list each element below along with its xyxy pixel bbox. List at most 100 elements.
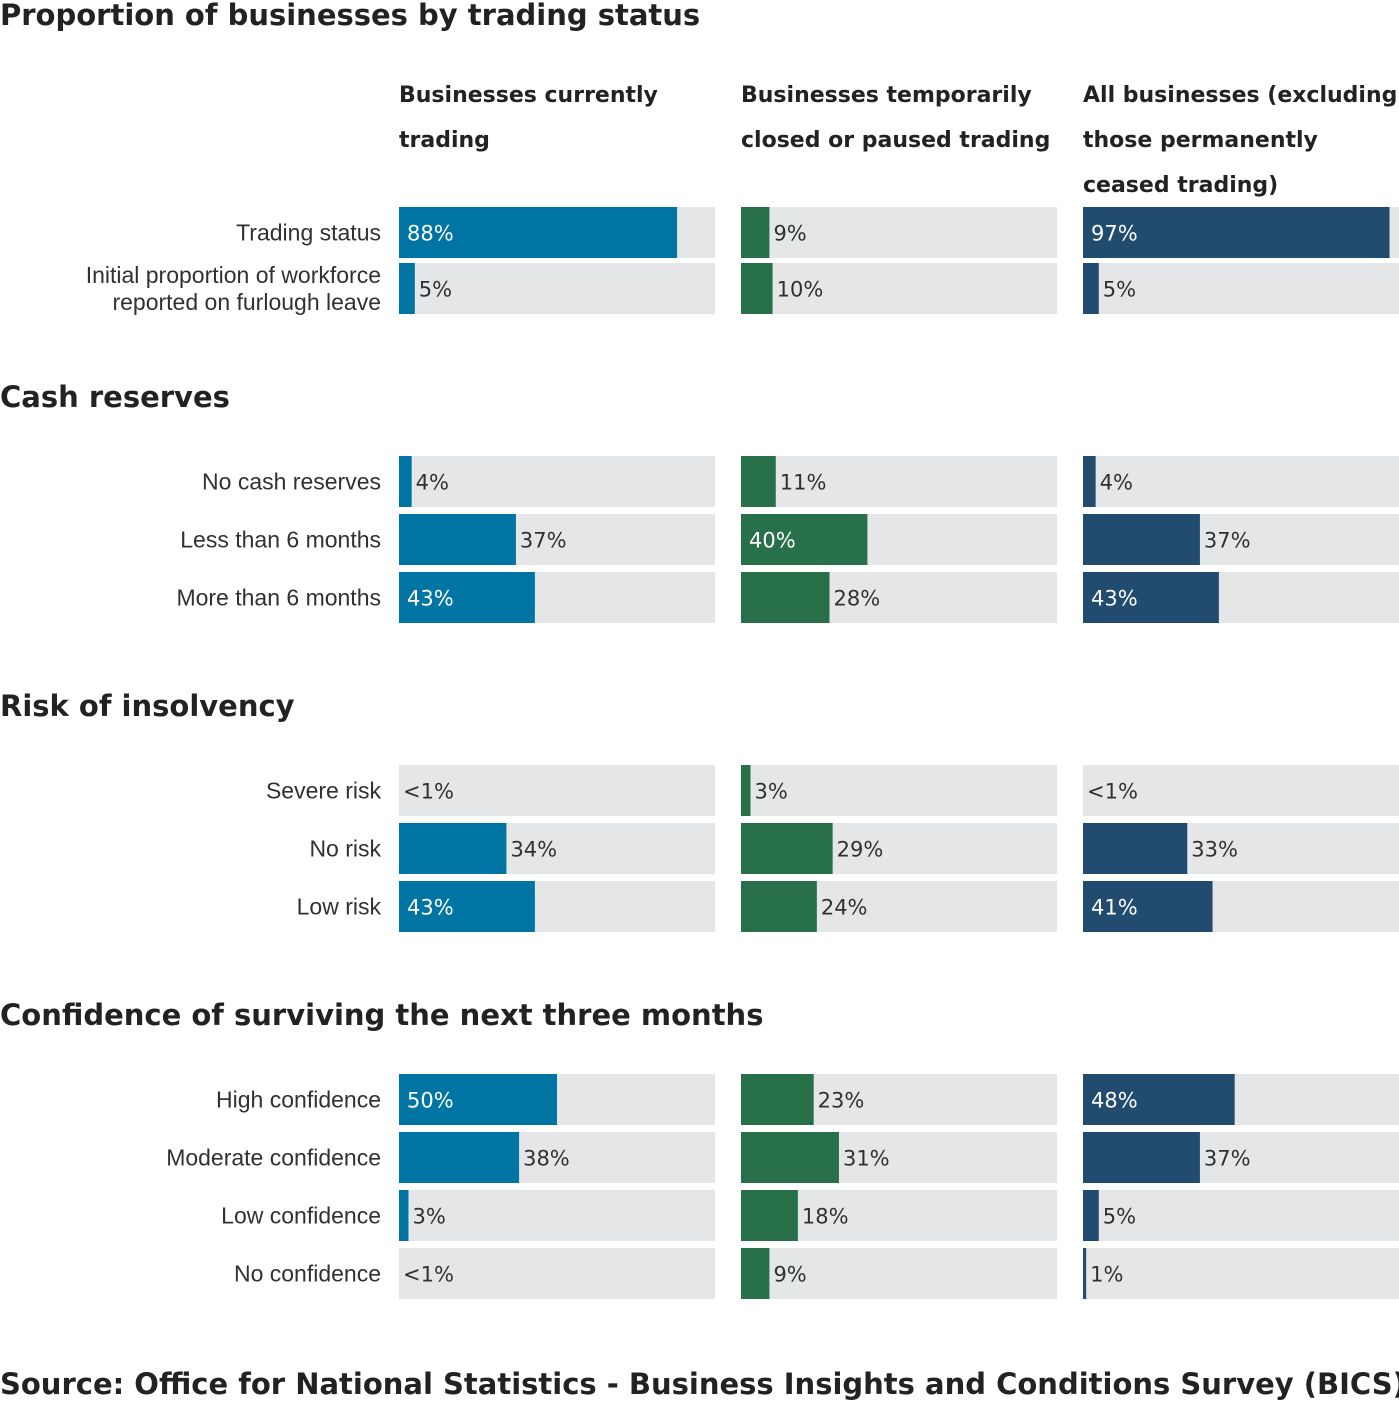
- bar: [1083, 823, 1188, 874]
- data-label: 5%: [1103, 1205, 1136, 1229]
- bar-track: [741, 456, 1057, 507]
- data-label: 37%: [1204, 1147, 1251, 1171]
- bar: [399, 514, 516, 565]
- row-label: No cash reserves: [202, 469, 381, 495]
- data-label: 50%: [407, 1089, 454, 1113]
- row-label: No risk: [309, 836, 381, 862]
- section-title: Risk of insolvency: [0, 689, 295, 723]
- data-label: 40%: [749, 529, 796, 553]
- bar: [1083, 572, 1219, 623]
- bar: [399, 263, 415, 314]
- bar: [741, 514, 868, 565]
- data-label: 37%: [520, 529, 567, 553]
- data-label: <1%: [1087, 780, 1138, 804]
- bar: [399, 572, 535, 623]
- data-label: 4%: [416, 471, 449, 495]
- row-label: Low risk: [297, 894, 382, 920]
- bar-track: [741, 263, 1057, 314]
- data-label: 29%: [837, 838, 884, 862]
- bar: [399, 823, 507, 874]
- bar: [399, 881, 535, 932]
- bar-track: [1083, 1248, 1399, 1299]
- data-label: 5%: [1103, 278, 1136, 302]
- bar: [741, 1074, 814, 1125]
- column-header-1: Businesses currently trading: [399, 83, 658, 153]
- bar: [741, 881, 817, 932]
- bar: [741, 1132, 839, 1183]
- bar-track: [1083, 1190, 1399, 1241]
- data-label: 28%: [833, 587, 880, 611]
- data-label: 18%: [802, 1205, 849, 1229]
- bar: [399, 1132, 520, 1183]
- data-label: 38%: [523, 1147, 570, 1171]
- bar: [1083, 1190, 1099, 1241]
- bar: [741, 1248, 770, 1299]
- bar: [399, 456, 412, 507]
- bar: [1083, 881, 1213, 932]
- data-label: 3%: [754, 780, 787, 804]
- bar: [399, 207, 678, 258]
- row-label: Low confidence: [221, 1203, 381, 1229]
- data-label: 4%: [1100, 471, 1133, 495]
- bar: [1083, 514, 1200, 565]
- bar: [741, 1190, 798, 1241]
- row-label: Moderate confidence: [166, 1145, 381, 1171]
- row-label: Initial proportion of workforce reported …: [86, 262, 381, 315]
- bar-track: [399, 263, 715, 314]
- data-label: 34%: [510, 838, 557, 862]
- bar-track: [741, 1248, 1057, 1299]
- bar: [1083, 1132, 1200, 1183]
- bar-track: [399, 1248, 715, 1299]
- row-label: More than 6 months: [176, 585, 381, 611]
- data-label: 5%: [419, 278, 452, 302]
- data-label: <1%: [403, 780, 454, 804]
- data-label: 31%: [843, 1147, 890, 1171]
- data-label: 33%: [1191, 838, 1238, 862]
- section-title: Confidence of surviving the next three m…: [0, 998, 763, 1032]
- data-label: 48%: [1091, 1089, 1138, 1113]
- section-title: Proportion of businesses by trading stat…: [0, 0, 700, 32]
- bar: [1083, 263, 1099, 314]
- bar: [399, 1074, 557, 1125]
- column-header-2: Businesses temporarily closed or paused t…: [741, 83, 1050, 153]
- data-label: 41%: [1091, 896, 1138, 920]
- data-label: <1%: [403, 1263, 454, 1287]
- data-label: 43%: [407, 896, 454, 920]
- data-label: 3%: [412, 1205, 445, 1229]
- data-label: 1%: [1090, 1263, 1123, 1287]
- source-note: Source: Office for National Statistics -…: [0, 1367, 1399, 1401]
- bar: [1083, 456, 1096, 507]
- data-label: 97%: [1091, 222, 1138, 246]
- bar: [1083, 1074, 1235, 1125]
- data-label: 23%: [818, 1089, 865, 1113]
- bar: [399, 1190, 409, 1241]
- row-label: No confidence: [234, 1261, 381, 1287]
- section-title: Cash reserves: [0, 380, 230, 414]
- bar-track: [741, 765, 1057, 816]
- bar-track: [1083, 263, 1399, 314]
- bar-track: [741, 207, 1057, 258]
- bar-track: [399, 765, 715, 816]
- data-label: 9%: [773, 222, 806, 246]
- bar: [741, 207, 770, 258]
- bar-track: [399, 456, 715, 507]
- data-label: 37%: [1204, 529, 1251, 553]
- column-header-3: All businesses (excluding those permanent…: [1083, 83, 1397, 198]
- bar: [741, 765, 751, 816]
- bar: [1083, 207, 1390, 258]
- data-label: 43%: [407, 587, 454, 611]
- data-label: 10%: [777, 278, 824, 302]
- bar: [741, 456, 776, 507]
- bar-track: [1083, 456, 1399, 507]
- bar-track: [399, 1190, 715, 1241]
- data-label: 43%: [1091, 587, 1138, 611]
- row-label: Trading status: [236, 220, 381, 246]
- data-label: 24%: [821, 896, 868, 920]
- data-label: 11%: [780, 471, 827, 495]
- row-label: Severe risk: [266, 778, 382, 804]
- bar: [741, 572, 830, 623]
- data-label: 88%: [407, 222, 454, 246]
- bar: [1083, 1248, 1087, 1299]
- bar: [741, 263, 773, 314]
